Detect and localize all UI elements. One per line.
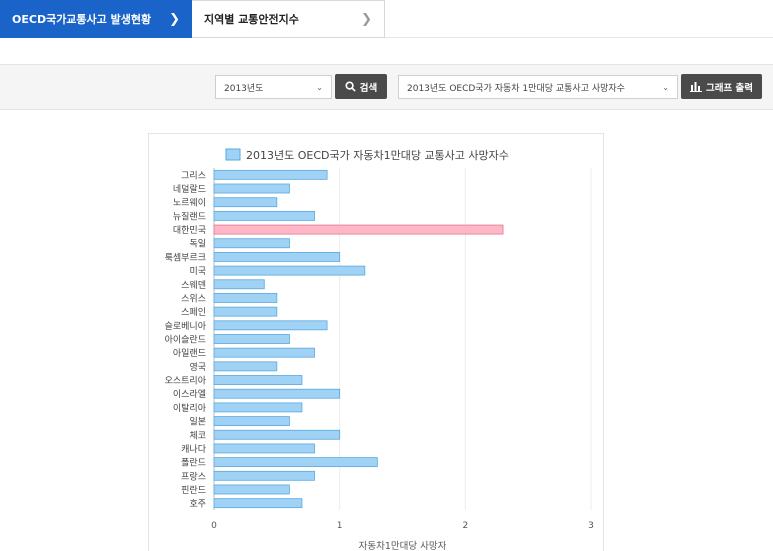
tab-bar-divider — [385, 0, 773, 38]
tab-regional-safety-index[interactable]: 지역별 교통안전지수 ❯ — [192, 0, 385, 38]
indicator-select[interactable]: 2013년도 OECD국가 자동차 1만대당 교통사고 사망자수 ⌄ — [398, 75, 678, 99]
tab-oecd-accidents[interactable]: OECD국가교통사고 발생현황 ❯ — [0, 0, 192, 38]
y-tick-label: 체코 — [189, 430, 206, 441]
bar-highlight — [213, 224, 504, 235]
bar — [213, 183, 290, 194]
bar — [213, 279, 265, 290]
y-tick-label: 호주 — [189, 499, 206, 510]
bar — [213, 334, 290, 344]
y-tick-label: 룩셈부르크 — [165, 252, 206, 263]
y-tick-label: 스웨덴 — [181, 279, 206, 291]
bar — [213, 429, 341, 440]
legend-swatch — [225, 148, 241, 161]
chart-title: 2013년도 OECD국가 자동차1만대당 교통사고 사망자수 — [246, 149, 509, 162]
y-tick-label: 슬로베니아 — [165, 321, 207, 332]
chevron-down-icon: ⌄ — [662, 82, 669, 92]
search-button-label: 검색 — [359, 82, 378, 94]
bar — [213, 498, 303, 509]
chevron-right-icon: ❯ — [361, 11, 372, 27]
bar — [213, 197, 278, 208]
bar-chart-icon — [689, 82, 702, 92]
y-tick-label: 대한민국 — [173, 225, 206, 236]
y-tick-label: 네덜랄드 — [173, 183, 206, 195]
chevron-down-icon: ⌄ — [316, 82, 323, 92]
filter-toolbar: 2013년도 ⌄ 검색 2013년도 OECD국가 자동차 1만대당 교통사고 … — [0, 64, 773, 110]
y-tick-label: 이스라엘 — [173, 389, 206, 400]
bar-chart: 2013년도 OECD국가 자동차1만대당 교통사고 사망자수 0 1 2 3 그리스네덜… — [165, 148, 594, 551]
tab-label: 지역별 교통안전지수 — [204, 13, 299, 26]
tab-bar: OECD국가교통사고 발생현황 ❯ 지역별 교통안전지수 ❯ — [0, 0, 385, 38]
print-graph-button[interactable]: 그래프 출력 — [681, 74, 762, 99]
indicator-select-value: 2013년도 OECD국가 자동차 1만대당 교통사고 사망자수 — [407, 83, 625, 94]
x-tick-label: 3 — [588, 521, 594, 531]
year-select-value: 2013년도 — [224, 83, 264, 94]
y-tick-label: 노르웨이 — [173, 197, 206, 209]
y-tick-label: 뉴질랜드 — [173, 210, 206, 222]
x-tick-label: 1 — [337, 521, 343, 531]
y-tick-label: 오스트리아 — [165, 376, 207, 387]
x-tick-label: 0 — [211, 521, 217, 531]
bar — [213, 293, 278, 303]
x-axis-label: 자동차1만대당 사망자 — [359, 540, 447, 551]
bar — [213, 416, 290, 426]
bar — [213, 443, 315, 454]
year-select[interactable]: 2013년도 ⌄ — [215, 75, 332, 99]
chevron-right-icon: ❯ — [169, 11, 180, 27]
bar — [213, 375, 303, 385]
bar — [213, 388, 341, 399]
print-graph-button-label: 그래프 출력 — [705, 82, 753, 94]
y-tick-label: 핀란드 — [181, 484, 206, 496]
x-tick-label: 2 — [462, 521, 468, 531]
bar — [213, 169, 328, 180]
bar — [213, 402, 303, 413]
y-tick-label: 일본 — [189, 417, 206, 428]
tab-label: OECD국가교통사고 발생현황 — [12, 13, 152, 26]
y-tick-label: 이탈리아 — [173, 403, 207, 414]
bar — [213, 265, 366, 276]
bar — [213, 361, 278, 372]
y-tick-label: 스위스 — [181, 293, 206, 304]
y-tick-label: 폴란드 — [181, 457, 206, 469]
y-tick-label: 미국 — [189, 266, 206, 277]
y-tick-label: 캐나다 — [181, 444, 207, 455]
y-tick-label: 아일랜드 — [173, 348, 206, 359]
bar — [213, 210, 315, 221]
bar — [213, 238, 290, 249]
y-tick-label: 그리스 — [181, 170, 206, 181]
y-tick-label: 프랑스 — [181, 470, 206, 482]
y-tick-label: 스페인 — [181, 307, 206, 318]
bar — [213, 347, 315, 358]
bar — [213, 252, 341, 262]
y-tick-label: 아이슬란드 — [165, 334, 206, 346]
search-button[interactable]: 검색 — [335, 74, 387, 99]
bar — [213, 320, 328, 331]
bar — [213, 457, 378, 468]
search-icon — [345, 81, 356, 92]
y-tick-label: 독일 — [189, 239, 206, 250]
bar — [213, 470, 315, 481]
y-tick-label: 영국 — [189, 362, 206, 373]
bar — [213, 484, 290, 495]
bar — [213, 306, 278, 317]
